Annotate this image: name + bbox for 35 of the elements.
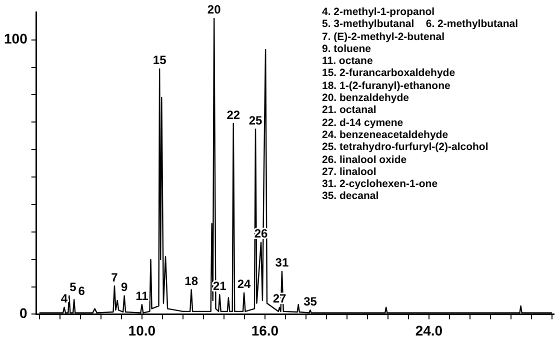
annotation: 15. 2-furancarboxaldehyde bbox=[322, 67, 456, 80]
annotation: 24. benzeneacetaldehyde bbox=[322, 128, 448, 141]
annotation: 4. 2-methyl-1-propanol bbox=[322, 6, 435, 18]
annotation: 7 bbox=[111, 270, 118, 284]
y-tick-label: 100 bbox=[4, 30, 28, 47]
annotation: 7. (E)-2-methyl-2-butenal bbox=[322, 30, 445, 43]
annotation: 11 bbox=[136, 288, 149, 303]
annotation: 31 bbox=[275, 256, 289, 270]
y-tick-label: 0 bbox=[20, 305, 28, 322]
annotation: 4 bbox=[60, 292, 68, 306]
annotation: 21. octanal bbox=[322, 104, 376, 116]
annotation: 9. toluene bbox=[322, 42, 372, 55]
annotation: 35 bbox=[304, 294, 318, 308]
annotation: 18. 1-(2-furanyl)-ethanone bbox=[322, 80, 450, 92]
annotation: 20 bbox=[207, 2, 222, 17]
annotation: 31. 2-cyclohexen-1-one bbox=[322, 178, 438, 190]
annotation: 11. octane bbox=[322, 55, 373, 68]
annotation: 27. linalool bbox=[322, 166, 376, 178]
annotation: 22 bbox=[226, 108, 240, 122]
annotation: 20. benzaldehyde bbox=[322, 92, 409, 104]
x-tick-label: 24.0 bbox=[415, 322, 443, 338]
annotation: 6 bbox=[78, 284, 86, 298]
x-tick-label: 10.0 bbox=[128, 322, 156, 338]
annotation: 5. 3-methylbutanal 6. 2-methylbutanal bbox=[322, 18, 518, 30]
annotation: 5 bbox=[70, 280, 77, 294]
annotation: 15 bbox=[152, 53, 167, 68]
annotation: 25 bbox=[248, 114, 263, 128]
annotation: 24 bbox=[237, 277, 252, 292]
annotation: 22. d-14 cymene bbox=[322, 116, 404, 129]
annotation: 26. linalool oxide bbox=[322, 154, 407, 166]
annotation: 9 bbox=[120, 280, 128, 294]
annotation: 35. decanal bbox=[322, 190, 379, 202]
annotation: 25. tetrahydro-furfuryl-(2)-alcohol bbox=[322, 141, 488, 154]
x-tick-label: 16.0 bbox=[251, 322, 279, 338]
annotation: 18 bbox=[184, 274, 198, 288]
